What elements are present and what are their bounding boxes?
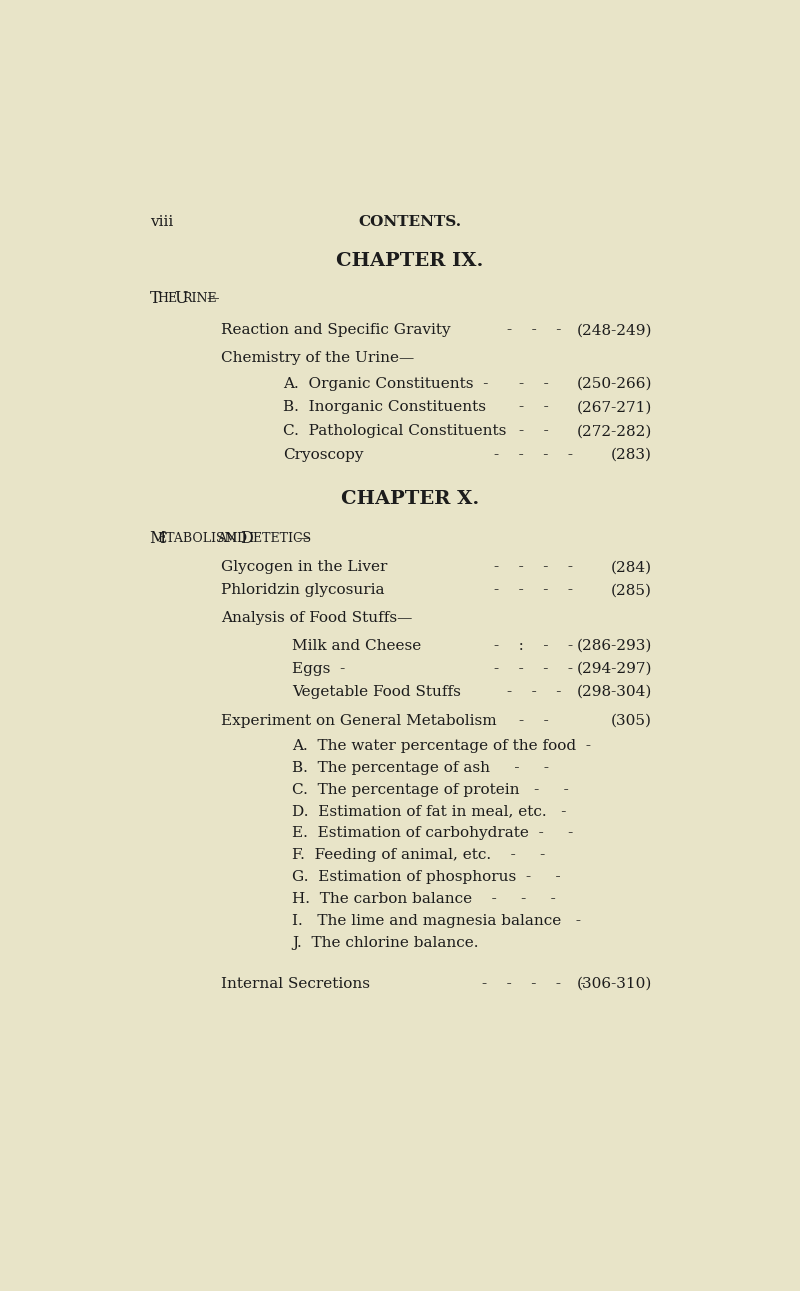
Text: Glycogen in the Liver: Glycogen in the Liver bbox=[221, 560, 387, 574]
Text: (305): (305) bbox=[611, 714, 652, 728]
Text: Milk and Cheese: Milk and Cheese bbox=[292, 639, 422, 653]
Text: D.  Estimation of fat in meal, etc.   -: D. Estimation of fat in meal, etc. - bbox=[292, 804, 566, 818]
Text: -    -: - - bbox=[519, 425, 549, 438]
Text: CONTENTS.: CONTENTS. bbox=[358, 214, 462, 229]
Text: Vegetable Food Stuffs: Vegetable Food Stuffs bbox=[292, 684, 461, 698]
Text: (267-271): (267-271) bbox=[577, 400, 652, 414]
Text: (298-304): (298-304) bbox=[577, 684, 652, 698]
Text: T: T bbox=[150, 290, 160, 307]
Text: G.  Estimation of phosphorus  -     -: G. Estimation of phosphorus - - bbox=[292, 870, 561, 884]
Text: Reaction and Specific Gravity: Reaction and Specific Gravity bbox=[221, 323, 450, 337]
Text: (250-266): (250-266) bbox=[576, 377, 652, 391]
Text: -    -    -    -: - - - - bbox=[494, 584, 574, 598]
Text: -    -    -: - - - bbox=[507, 684, 561, 698]
Text: J.  The chlorine balance.: J. The chlorine balance. bbox=[292, 936, 478, 950]
Text: A.  The water percentage of the food  -: A. The water percentage of the food - bbox=[292, 738, 591, 753]
Text: I.   The lime and magnesia balance   -: I. The lime and magnesia balance - bbox=[292, 914, 581, 928]
Text: (272-282): (272-282) bbox=[577, 425, 652, 438]
Text: Cryoscopy: Cryoscopy bbox=[283, 448, 363, 462]
Text: -    -    -: - - - bbox=[507, 323, 561, 337]
Text: (283): (283) bbox=[611, 448, 652, 462]
Text: —: — bbox=[206, 292, 219, 305]
Text: D: D bbox=[240, 531, 253, 547]
Text: (294-297): (294-297) bbox=[576, 662, 652, 676]
Text: -    :    -    -: - : - - bbox=[494, 639, 574, 653]
Text: AND: AND bbox=[217, 532, 247, 545]
Text: RINE: RINE bbox=[182, 292, 217, 305]
Text: -    -: - - bbox=[519, 377, 549, 391]
Text: F.  Feeding of animal, etc.    -     -: F. Feeding of animal, etc. - - bbox=[292, 848, 546, 862]
Text: C.  Pathological Constituents: C. Pathological Constituents bbox=[283, 425, 506, 438]
Text: H.  The carbon balance    -     -     -: H. The carbon balance - - - bbox=[292, 892, 556, 906]
Text: -    -    -    -: - - - - bbox=[494, 560, 574, 574]
Text: C.  The percentage of protein   -     -: C. The percentage of protein - - bbox=[292, 782, 569, 797]
Text: HE: HE bbox=[158, 292, 178, 305]
Text: CHAPTER X.: CHAPTER X. bbox=[341, 489, 479, 507]
Text: (286-293): (286-293) bbox=[577, 639, 652, 653]
Text: (306-310): (306-310) bbox=[577, 977, 652, 991]
Text: B.  The percentage of ash     -     -: B. The percentage of ash - - bbox=[292, 760, 550, 775]
Text: viii: viii bbox=[150, 214, 173, 229]
Text: Internal Secretions: Internal Secretions bbox=[221, 977, 370, 991]
Text: (285): (285) bbox=[611, 584, 652, 598]
Text: Phloridzin glycosuria: Phloridzin glycosuria bbox=[221, 584, 384, 598]
Text: U: U bbox=[174, 290, 188, 307]
Text: A.  Organic Constituents  -: A. Organic Constituents - bbox=[283, 377, 488, 391]
Text: ETABOLISM: ETABOLISM bbox=[158, 532, 238, 545]
Text: M: M bbox=[150, 531, 166, 547]
Text: Chemistry of the Urine—: Chemistry of the Urine— bbox=[221, 351, 414, 365]
Text: Analysis of Food Stuffs—: Analysis of Food Stuffs— bbox=[221, 611, 412, 625]
Text: CHAPTER IX.: CHAPTER IX. bbox=[336, 252, 484, 270]
Text: B.  Inorganic Constituents: B. Inorganic Constituents bbox=[283, 400, 486, 414]
Text: E.  Estimation of carbohydrate  -     -: E. Estimation of carbohydrate - - bbox=[292, 826, 574, 840]
Text: -    -: - - bbox=[519, 400, 549, 414]
Text: (284): (284) bbox=[610, 560, 652, 574]
Text: -    -    -    -: - - - - bbox=[494, 448, 574, 462]
Text: -    -    -    -    -: - - - - - bbox=[482, 977, 586, 991]
Text: (248-249): (248-249) bbox=[576, 323, 652, 337]
Text: Experiment on General Metabolism: Experiment on General Metabolism bbox=[221, 714, 497, 728]
Text: Eggs  -: Eggs - bbox=[292, 662, 346, 676]
Text: -    -: - - bbox=[519, 714, 549, 728]
Text: IETETICS: IETETICS bbox=[248, 532, 311, 545]
Text: -    -    -    -: - - - - bbox=[494, 662, 574, 676]
Text: —: — bbox=[297, 532, 309, 545]
